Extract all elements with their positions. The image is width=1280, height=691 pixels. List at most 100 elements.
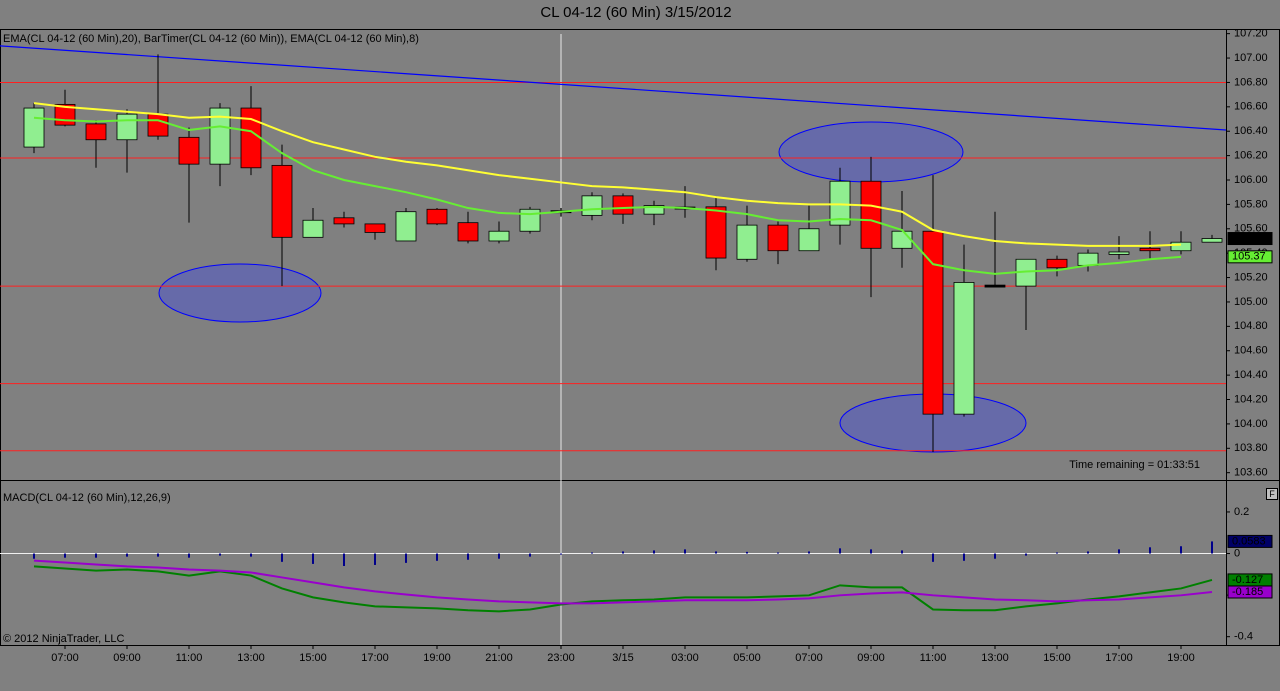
x-tick-label: 21:00 [485, 652, 513, 664]
candle-body [116, 113, 138, 141]
candle-body [612, 195, 634, 215]
x-tick-label: 3/15 [612, 652, 633, 664]
copyright: © 2012 NinjaTrader, LLC [3, 633, 124, 645]
candle-body [147, 113, 169, 137]
candle-body [581, 195, 603, 216]
y-tick-label: -0.4 [1234, 631, 1253, 643]
x-tick-label: 17:00 [1105, 652, 1133, 664]
y-tick-label: 103.60 [1234, 467, 1268, 479]
candle-body [23, 107, 45, 148]
candle-body [767, 224, 789, 252]
candle-body [1046, 258, 1068, 269]
candle-body [922, 230, 944, 415]
y-tick-label: 0 [1234, 547, 1240, 559]
x-tick-label: 11:00 [176, 652, 203, 664]
value-marker-label: 105.37 [1232, 251, 1266, 263]
value-marker-label: -0.127 [1232, 574, 1263, 586]
y-tick-label: 103.80 [1234, 442, 1268, 454]
y-tick-label: 106.80 [1234, 76, 1268, 88]
y-tick-label: 104.40 [1234, 369, 1268, 381]
x-tick-label: 19:00 [1167, 652, 1195, 664]
macd-title: MACD(CL 04-12 (60 Min),12,26,9) [3, 492, 171, 504]
x-tick-label: 15:00 [299, 652, 327, 664]
candle-body [643, 205, 665, 215]
candle-body [519, 208, 541, 232]
x-tick-label: 17:00 [361, 652, 389, 664]
candle-body [1201, 238, 1223, 243]
candle-body [240, 107, 262, 169]
candle-body [488, 230, 510, 242]
y-tick-label: 105.00 [1234, 296, 1268, 308]
x-tick-label: 07:00 [51, 652, 79, 664]
y-tick-label: 104.80 [1234, 320, 1268, 332]
candle-body [1108, 251, 1130, 255]
panel-button-label[interactable]: F [1269, 489, 1275, 499]
x-tick-label: 11:00 [920, 652, 947, 664]
ema-line [33, 116, 1182, 275]
candle-body [984, 284, 1006, 288]
candle-body [395, 211, 417, 242]
candle-body [209, 107, 231, 165]
candle-body [798, 228, 820, 252]
y-tick-label: 106.20 [1234, 150, 1268, 162]
candle-body [829, 180, 851, 226]
x-tick-label: 07:00 [795, 652, 823, 664]
x-tick-label: 15:00 [1043, 652, 1071, 664]
value-marker-label: 105.52 [1232, 232, 1266, 244]
candle-body [333, 217, 355, 225]
chart-title: CL 04-12 (60 Min) 3/15/2012 [540, 4, 731, 21]
candle-body [1139, 247, 1161, 252]
indicator-label: EMA(CL 04-12 (60 Min),20), BarTimer(CL 0… [3, 33, 419, 45]
macd-line [33, 559, 1213, 605]
candle-body [85, 123, 107, 141]
candle-body [860, 180, 882, 249]
x-tick-label: 13:00 [237, 652, 265, 664]
candle-body [891, 230, 913, 249]
candle-body [426, 208, 448, 225]
value-marker-box [1227, 232, 1273, 246]
macd-line [33, 565, 1213, 613]
timer-annotation: Time remaining = 01:33:51 [1069, 459, 1200, 471]
y-tick-label: 105.60 [1234, 223, 1268, 235]
y-tick-label: 104.00 [1234, 418, 1268, 430]
candle-body [705, 206, 727, 259]
candle-body [178, 136, 200, 165]
candle-body [1170, 241, 1192, 252]
x-tick-label: 05:00 [733, 652, 761, 664]
ema-line [33, 102, 1182, 247]
y-tick-label: 0.2 [1234, 506, 1249, 518]
candle-body [736, 224, 758, 260]
y-tick-label: 106.40 [1234, 125, 1268, 137]
candle-body [457, 222, 479, 242]
y-tick-label: 104.60 [1234, 345, 1268, 357]
value-marker-box [1227, 250, 1273, 264]
x-tick-label: 23:00 [547, 652, 575, 664]
x-tick-label: 19:00 [423, 652, 451, 664]
y-tick-label: 104.20 [1234, 393, 1268, 405]
x-tick-label: 13:00 [981, 652, 1009, 664]
y-tick-label: 106.60 [1234, 101, 1268, 113]
candle-body [302, 219, 324, 238]
value-marker-box [1227, 585, 1273, 599]
candle-body [1077, 252, 1099, 266]
x-tick-label: 09:00 [113, 652, 141, 664]
x-tick-label: 09:00 [857, 652, 885, 664]
value-marker-box [1227, 534, 1273, 548]
y-tick-label: 106.00 [1234, 174, 1268, 186]
y-tick-label: 105.80 [1234, 198, 1268, 210]
value-marker-label: 0.0583 [1232, 535, 1266, 547]
candle-body [364, 223, 386, 233]
value-marker-label: -0.185 [1232, 586, 1263, 598]
x-tick-label: 03:00 [671, 652, 699, 664]
y-tick-label: 107.20 [1234, 28, 1268, 40]
candle-body [271, 164, 293, 238]
panel-button[interactable] [1266, 488, 1278, 500]
candle-body [953, 282, 975, 415]
highlight-ellipse [158, 263, 322, 323]
y-tick-label: 107.00 [1234, 52, 1268, 64]
trendline [0, 45, 1227, 131]
y-tick-label: 105.20 [1234, 271, 1268, 283]
